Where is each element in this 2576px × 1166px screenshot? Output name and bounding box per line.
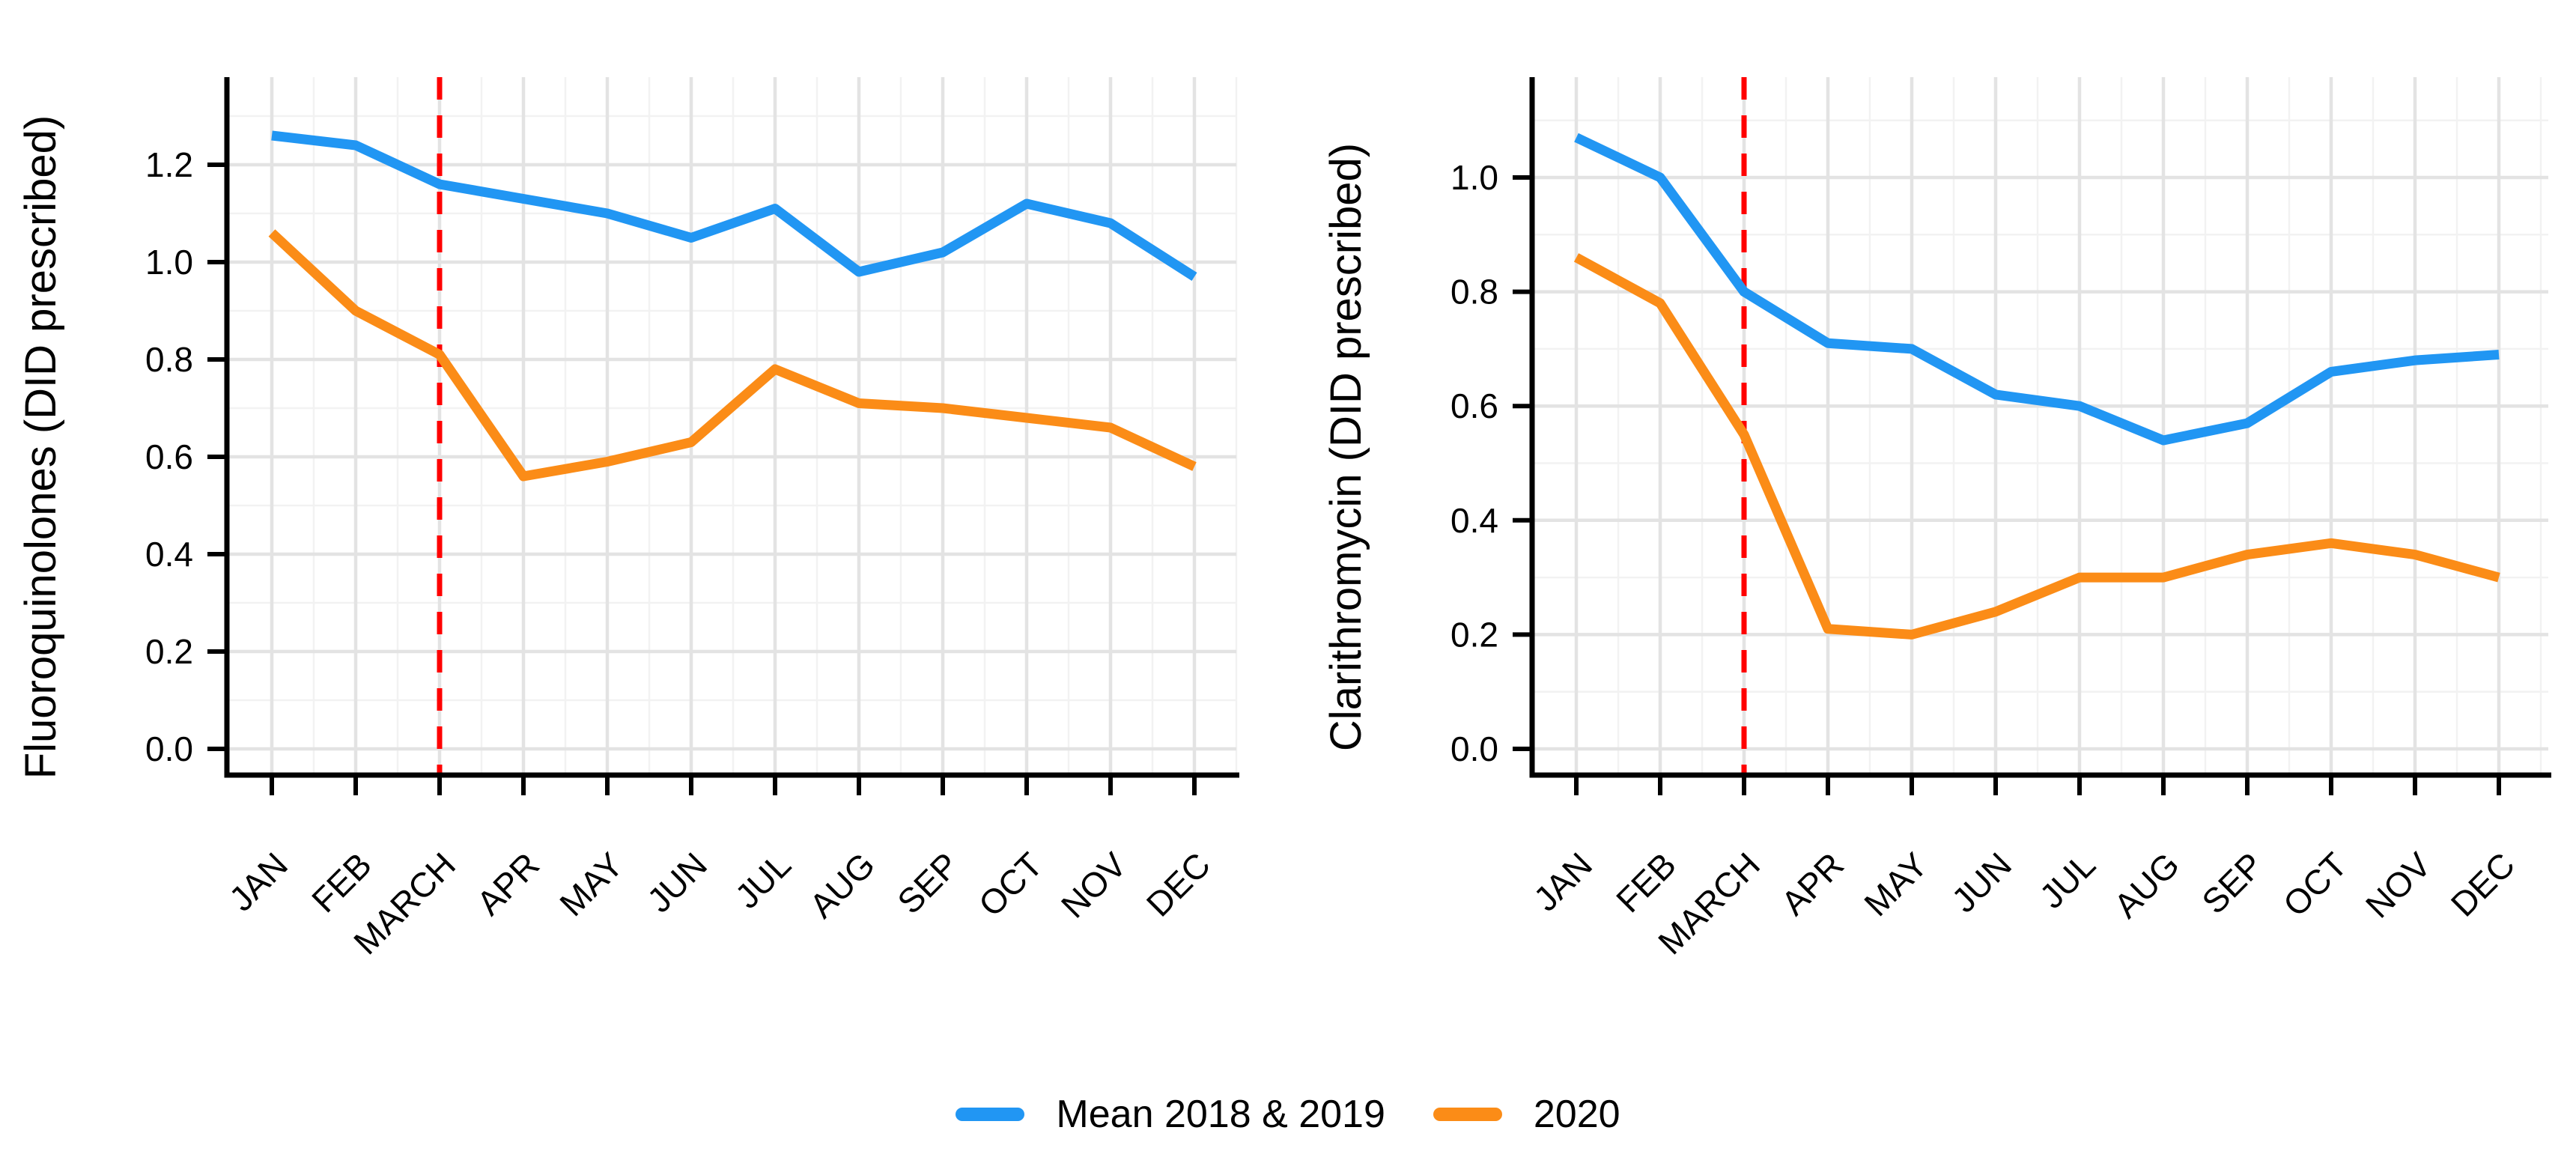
x-tick-label: DEC bbox=[2443, 845, 2522, 923]
x-tick-label: DEC bbox=[1139, 845, 1218, 923]
x-tick-label: MAY bbox=[552, 845, 631, 923]
y-tick-label: 0.8 bbox=[1450, 273, 1498, 312]
series-line-mean-2018-2019 bbox=[271, 130, 1197, 281]
x-tick-label: SEP bbox=[2194, 845, 2270, 921]
series-line-2020 bbox=[1573, 253, 2500, 640]
x-tick-label: JAN bbox=[222, 845, 295, 918]
legend: Mean 2018 & 2019 2020 bbox=[0, 1084, 2576, 1144]
x-tick-label: JUN bbox=[640, 845, 714, 920]
x-tick-label: JAN bbox=[1526, 845, 1600, 918]
x-tick-label: NOV bbox=[2358, 845, 2438, 925]
series-line-2020 bbox=[268, 229, 1197, 482]
y-tick-label: 0.0 bbox=[1450, 729, 1498, 768]
x-tick-label: MAY bbox=[1856, 845, 1935, 923]
y-tick-label: 1.0 bbox=[1450, 158, 1498, 197]
x-tick-label: SEP bbox=[890, 845, 966, 921]
y-tick-label: 0.6 bbox=[145, 437, 193, 476]
legend-label-mean: Mean 2018 & 2019 bbox=[1056, 1093, 1385, 1136]
x-tick-label: OCT bbox=[2276, 845, 2354, 923]
x-tick-label: FEB bbox=[1609, 845, 1683, 920]
y-tick-label: 1.0 bbox=[145, 243, 193, 282]
legend-swatch-mean-line bbox=[956, 1108, 1025, 1121]
x-tick-label: JUN bbox=[1944, 845, 2019, 920]
y-axis-title-right: Clarithromycin (DID prescribed) bbox=[1322, 142, 1370, 752]
y-tick-label: 0.4 bbox=[1450, 501, 1498, 540]
legend-swatch-2020-line bbox=[1433, 1108, 1502, 1121]
x-tick-label: APR bbox=[1773, 845, 1851, 923]
series-line-mean-2018-2019 bbox=[1574, 133, 2500, 446]
legend-item-mean: Mean 2018 & 2019 bbox=[956, 1092, 1385, 1137]
y-tick-label: 0.8 bbox=[145, 340, 193, 379]
x-tick-label: NOV bbox=[1054, 845, 1134, 925]
x-tick-label: APR bbox=[469, 845, 547, 923]
y-tick-label: 0.2 bbox=[1450, 615, 1498, 654]
y-tick-label: 0.2 bbox=[145, 632, 193, 671]
x-tick-label: FEB bbox=[304, 845, 379, 920]
y-tick-label: 0.0 bbox=[145, 729, 193, 768]
y-axis-title-left: Fluoroquinolones (DID prescribed) bbox=[16, 115, 65, 780]
legend-item-2020: 2020 bbox=[1433, 1092, 1620, 1137]
y-tick-label: 1.2 bbox=[145, 145, 193, 184]
x-tick-label: OCT bbox=[971, 845, 1050, 923]
legend-label-2020: 2020 bbox=[1533, 1093, 1620, 1136]
y-tick-label: 0.4 bbox=[145, 535, 193, 574]
x-tick-label: AUG bbox=[802, 845, 882, 925]
x-tick-label: AUG bbox=[2106, 845, 2187, 925]
x-tick-label: JUL bbox=[727, 845, 798, 916]
y-tick-label: 0.6 bbox=[1450, 386, 1498, 425]
x-tick-label: JUL bbox=[2032, 845, 2103, 916]
